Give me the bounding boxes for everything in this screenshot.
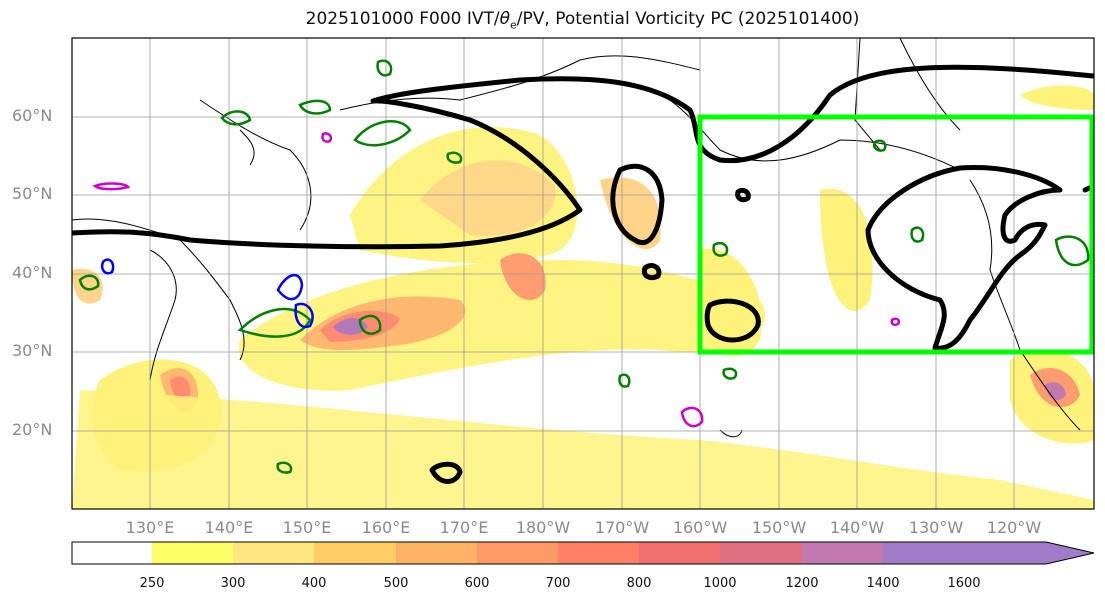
lat-label: 20°N [12, 420, 53, 439]
title-theta: θ [499, 9, 511, 29]
lon-label: 140°W [829, 518, 885, 537]
cb-box-extend [964, 542, 1094, 564]
cb-box-10 [883, 542, 964, 564]
lon-label: 160°E [361, 518, 411, 537]
lon-label: 150°W [751, 518, 807, 537]
lon-label: 120°W [986, 518, 1042, 537]
colorbar-label: 250 [139, 576, 165, 591]
cb-box-2 [233, 542, 314, 564]
lat-label: 30°N [12, 341, 53, 360]
colorbar-label: 1400 [866, 576, 900, 591]
colorbar [71, 541, 1095, 565]
colorbar-label: 700 [545, 576, 571, 591]
colorbar-label: 1200 [785, 576, 819, 591]
map-frame [71, 37, 1095, 510]
lon-label: 170°E [439, 518, 489, 537]
lon-label: 180°W [515, 518, 571, 537]
cb-box-6 [558, 542, 639, 564]
lon-label: 170°W [594, 518, 650, 537]
title-theta-subscript: e [510, 18, 517, 32]
lat-label: 40°N [12, 263, 53, 282]
cb-box-7 [639, 542, 720, 564]
cb-box-0 [72, 542, 152, 564]
cb-box-3 [314, 542, 396, 564]
colorbar-label: 400 [301, 576, 327, 591]
ivt-shading [72, 85, 1094, 509]
title-suffix: /PV, Potential Vorticity PC (2025101400) [516, 9, 860, 29]
green-contours [78, 59, 1090, 474]
cb-box-9 [802, 542, 883, 564]
blue-contours [101, 258, 314, 329]
pv-contours [72, 64, 1094, 484]
colorbar-label: 1600 [947, 576, 981, 591]
lat-label: 50°N [12, 184, 53, 203]
cb-box-8 [720, 542, 802, 564]
cb-box-5 [477, 542, 558, 564]
lon-label: 130°W [908, 518, 964, 537]
lon-label: 140°E [204, 518, 254, 537]
colorbar-label: 300 [220, 576, 246, 591]
cb-outline [71, 541, 1095, 565]
magenta-contours [92, 132, 901, 428]
cb-box-1 [152, 542, 233, 564]
colorbar-label: 1000 [703, 576, 737, 591]
colorbar-label: 500 [383, 576, 409, 591]
lon-label: 160°W [672, 518, 728, 537]
lon-label: 150°E [282, 518, 332, 537]
title-prefix: 2025101000 F000 IVT/ [305, 9, 500, 29]
map-title: 2025101000 F000 IVT/θe/PV, Potential Vor… [0, 9, 1105, 31]
lat-label: 60°N [12, 106, 53, 125]
cb-box-4 [396, 542, 477, 564]
lon-label: 130°E [125, 518, 175, 537]
coastlines [72, 38, 1081, 438]
map-panel [72, 38, 1094, 509]
colorbar-label: 600 [464, 576, 490, 591]
analysis-box [697, 114, 1094, 355]
colorbar-label: 800 [626, 576, 652, 591]
